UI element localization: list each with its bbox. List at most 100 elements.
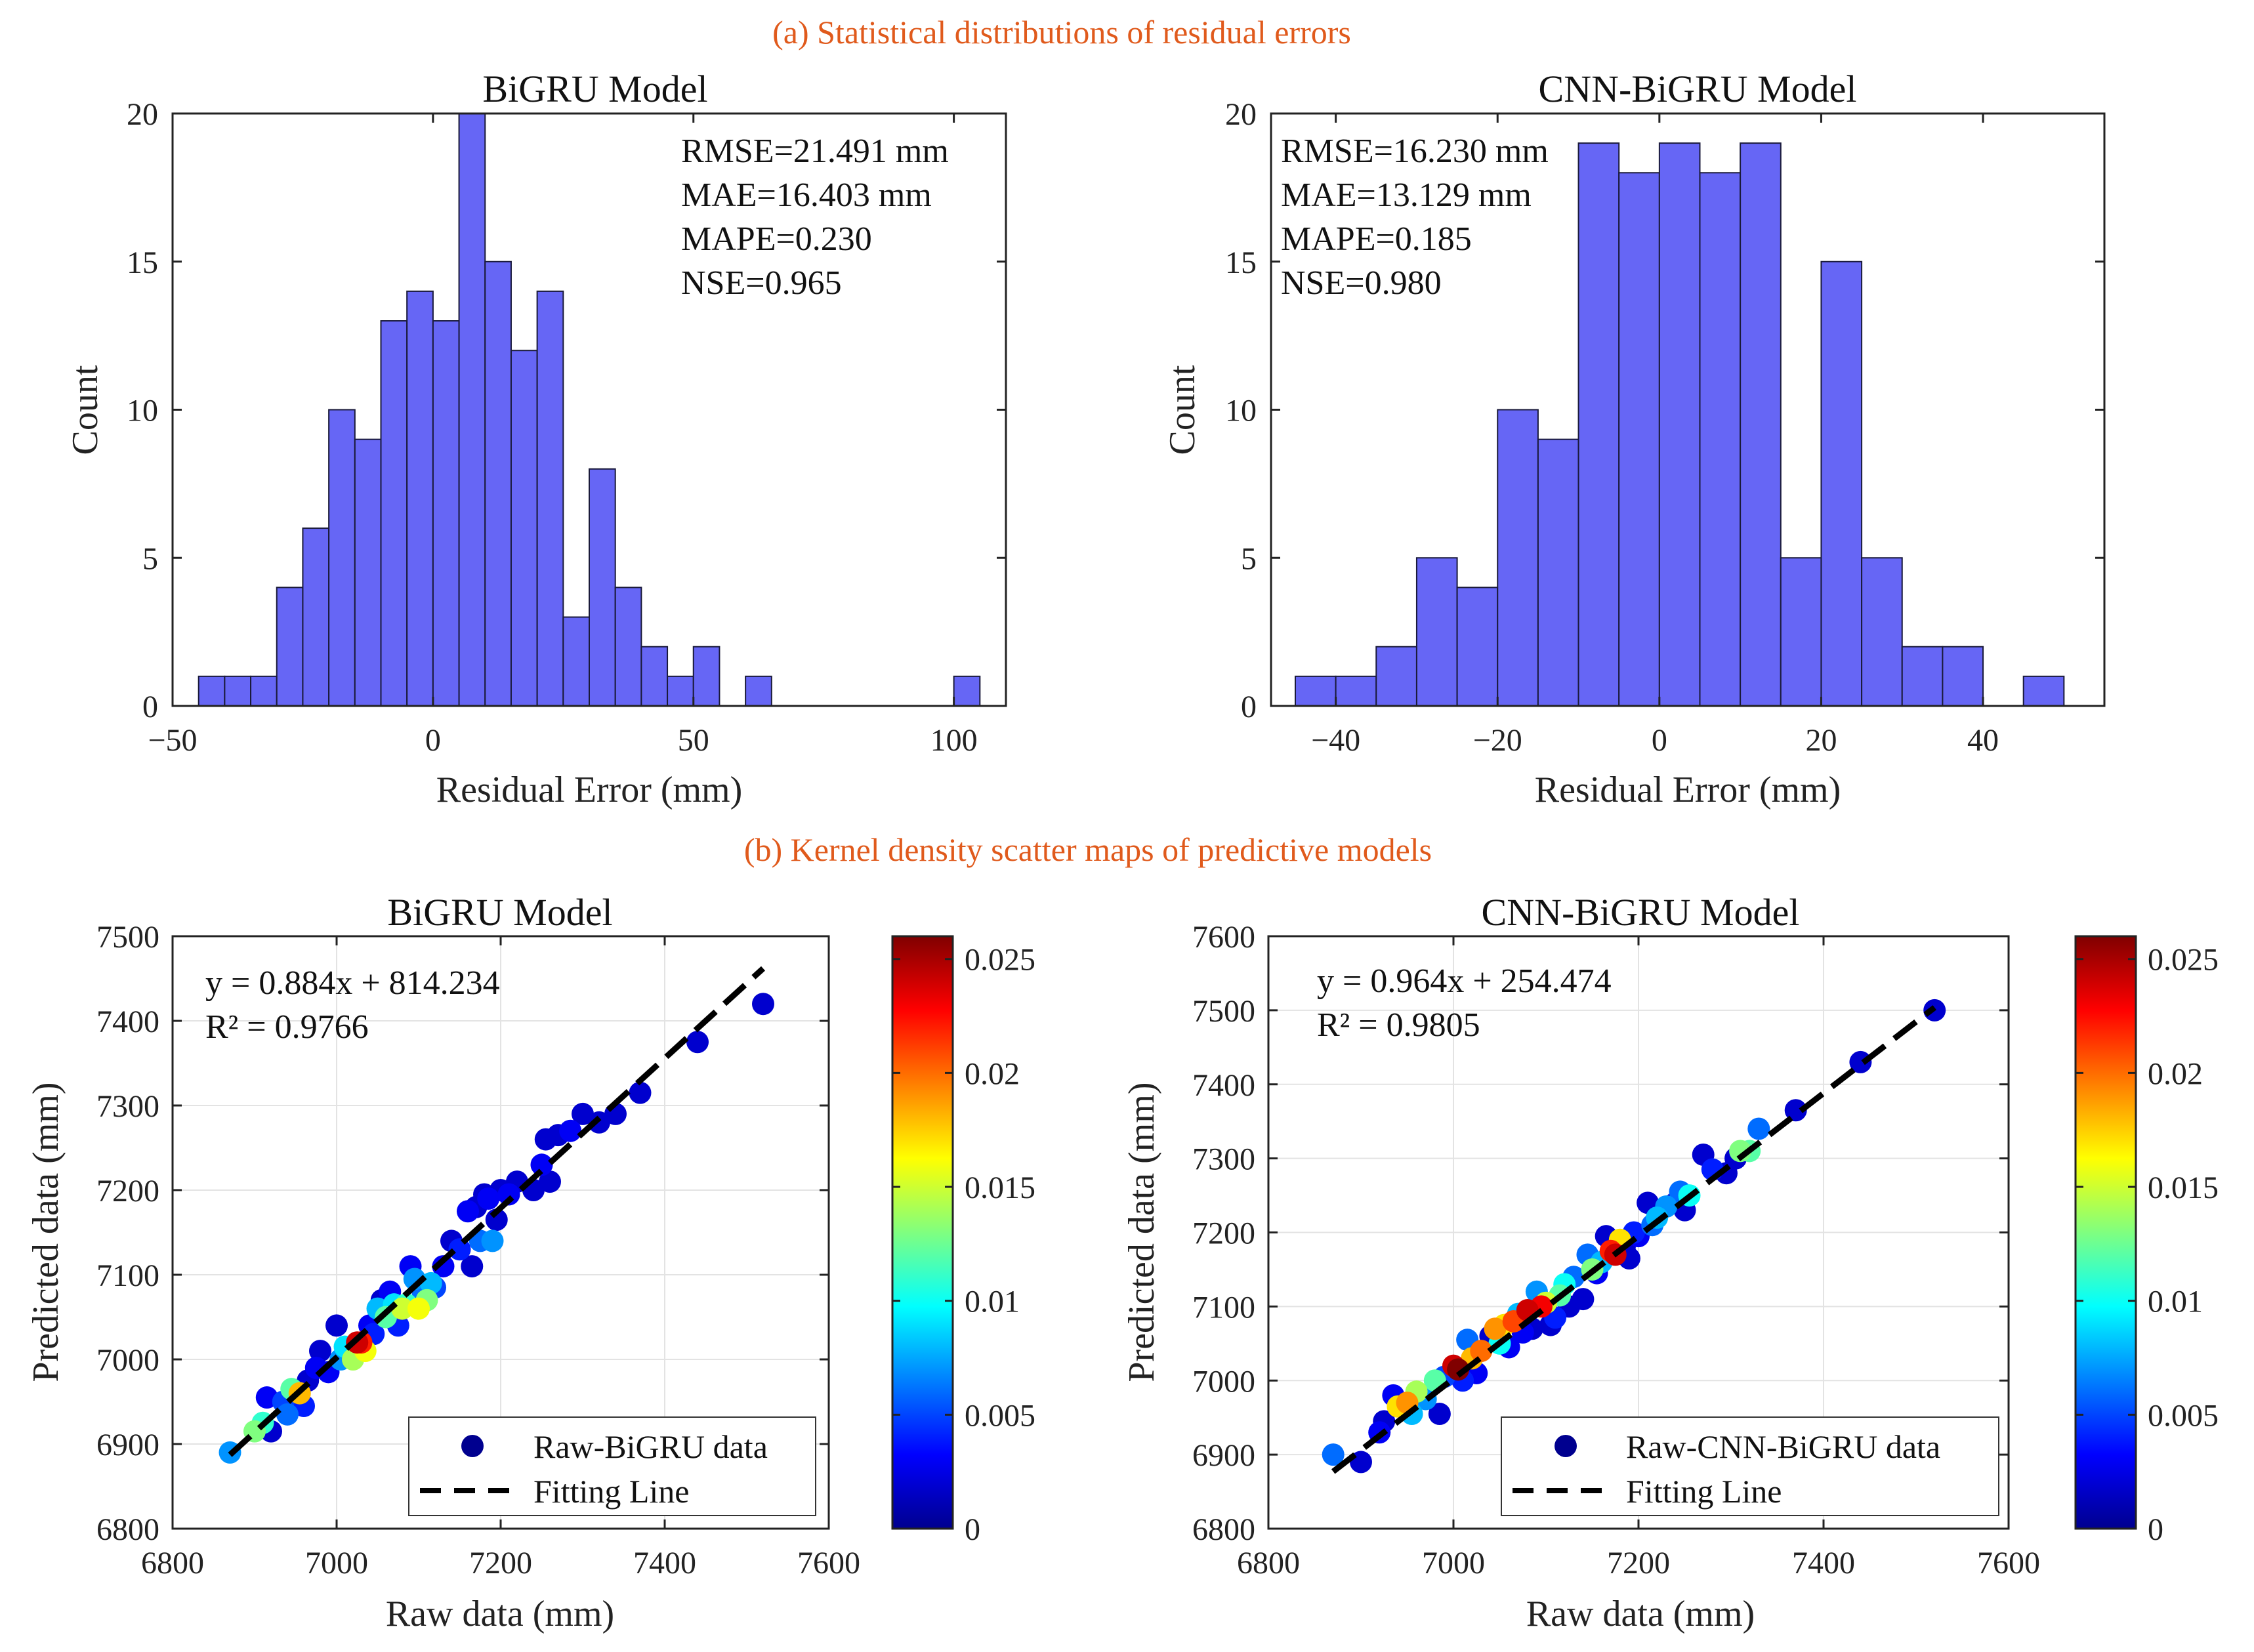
x-tick-label: −20 [1473,723,1522,758]
histogram-bar [1335,675,1377,707]
histogram-bar [1294,675,1337,707]
data-point [629,1081,652,1104]
x-tick-label: 7000 [305,1546,368,1580]
x-tick-label: 0 [1652,723,1667,758]
legend-box [1501,1416,1999,1516]
colorbar-tick-label: 0.025 [965,943,1035,978]
x-tick-label: −50 [148,723,197,758]
stats-box: RMSE=21.491 mm MAE=16.403 mm MAPE=0.230 … [681,133,949,302]
data-point [461,1255,484,1278]
chart-title: CNN-BiGRU Model [1539,68,1857,110]
y-tick-label: 5 [1241,541,1257,576]
data-point [477,1187,500,1210]
histogram-bar [458,113,486,707]
y-tick-label: 6800 [1192,1512,1255,1547]
y-tick-label: 15 [1225,245,1257,280]
data-point [588,1111,610,1134]
colorbar [2074,935,2137,1530]
histogram-bar [406,290,434,707]
data-point [407,1297,430,1320]
fitting-line [1331,1005,1936,1474]
colorbar-tick-label: 0 [2148,1512,2163,1547]
data-point [1322,1443,1345,1466]
data-point [481,1229,504,1252]
legend: Raw-BiGRU data Fitting Line [408,1416,816,1516]
chart-title: CNN-BiGRU Model [1482,891,1800,934]
x-tick-label: 7400 [1792,1546,1855,1580]
x-tick-label: 0 [425,723,441,758]
data-point [325,1314,348,1337]
data-point [752,993,774,1016]
histogram-bar [484,260,512,707]
stat-nse: NSE=0.980 [1281,264,1442,302]
data-point [572,1102,594,1125]
colorbar-tick-label: 0.015 [965,1170,1035,1205]
y-tick-label: 6800 [96,1512,159,1547]
data-point [1572,1288,1595,1311]
y-tick-label: 6900 [96,1428,159,1462]
data-point [1447,1358,1470,1381]
y-tick-label: 7400 [1192,1068,1255,1103]
data-point [432,1255,455,1278]
x-tick-label: 20 [1805,723,1837,758]
stat-mae: MAE=16.403 mm [681,176,932,214]
legend-marker [461,1435,484,1457]
data-point [1428,1403,1451,1426]
section-a-title: (a) Statistical distributions of residua… [772,14,1351,51]
histogram-bar [1820,260,1863,707]
data-point [276,1403,299,1426]
data-point [497,1183,520,1206]
colorbar-tick-label: 0.005 [2148,1398,2219,1433]
colorbar-tick-label: 0.02 [965,1056,1020,1091]
y-tick-label: 7300 [96,1089,159,1124]
legend: Raw-CNN-BiGRU data Fitting Line [1501,1416,1999,1516]
histogram-bar [328,409,356,707]
data-point [1484,1317,1507,1340]
y-tick-label: 10 [1225,394,1257,428]
histogram-bar [1375,646,1417,707]
scatter-cnn-bigru: CNN-BiGRU Model 6800 7000 7200 7400 7600 6800… [1121,891,2219,1634]
r-squared: R² = 0.9766 [205,1008,369,1046]
y-axis-label: Count [65,365,106,455]
histogram-bar [1456,587,1499,707]
x-tick-label: 7200 [469,1546,532,1580]
histogram-bar [2022,675,2065,707]
y-axis-label: Predicted data (mm) [1121,1082,1162,1382]
data-point [1784,1099,1807,1122]
legend-fit-label: Fitting Line [1626,1473,1782,1510]
histogram-bar [354,438,382,707]
histogram-bar [1780,557,1822,707]
y-tick-label: 7000 [96,1343,159,1378]
histogram-bar [302,527,330,707]
histogram-bar [1497,409,1539,707]
x-tick-label: 50 [678,723,709,758]
y-tick-label: 7600 [1192,920,1255,955]
histogram-bar [1618,172,1660,707]
x-tick-label: 7600 [797,1546,860,1580]
histogram-bar [1942,646,1984,707]
histogram-bar [589,468,616,707]
stat-rmse: RMSE=16.230 mm [1281,133,1549,170]
data-point [1849,1050,1872,1073]
stat-nse: NSE=0.965 [681,264,842,302]
stat-mape: MAPE=0.230 [681,220,872,258]
data-point [686,1031,709,1054]
x-axis-label: Residual Error (mm) [436,770,743,810]
colorbar-tick-label: 0.01 [2148,1285,2203,1319]
x-tick-label: −40 [1311,723,1360,758]
y-tick-label: 7400 [96,1004,159,1039]
histogram-bar [745,675,772,707]
x-axis-label: Raw data (mm) [386,1594,614,1634]
data-point [559,1119,582,1142]
y-axis-label: Predicted data (mm) [26,1082,66,1382]
histogram-bar [1537,438,1579,707]
data-point [530,1153,553,1176]
x-tick-label: 100 [930,723,978,758]
histogram-bar [510,350,538,707]
y-tick-label: 7100 [96,1258,159,1293]
x-tick-label: 7200 [1607,1546,1670,1580]
histogram-bar [953,675,981,707]
histogram-cnn-bigru: CNN-BiGRU Model −40 −20 0 20 40 0 5 10 15 20 Resi… [1162,68,2106,810]
